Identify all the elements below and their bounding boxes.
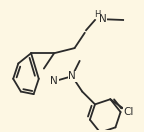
Text: H: H	[94, 10, 101, 19]
Text: N: N	[50, 76, 58, 86]
Text: Cl: Cl	[123, 107, 133, 117]
Text: N: N	[99, 14, 107, 24]
Text: N: N	[68, 71, 76, 81]
